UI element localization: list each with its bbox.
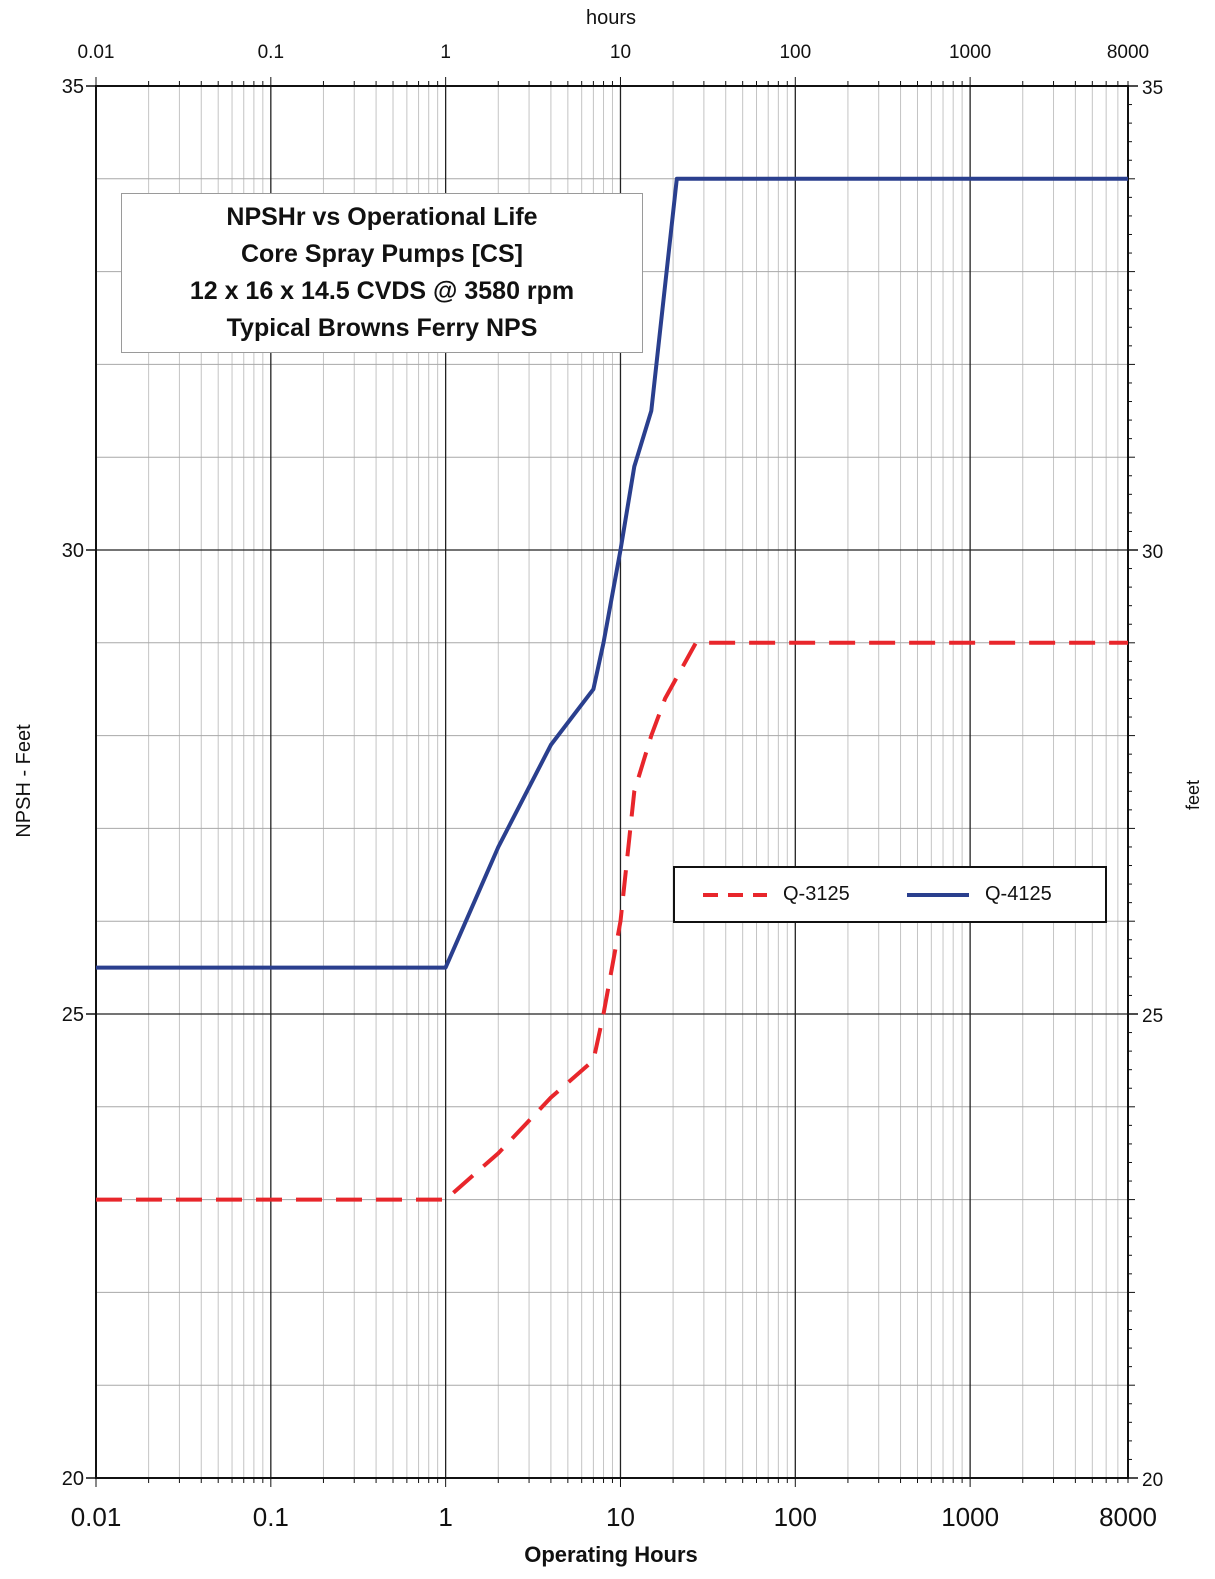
chart-title-line-4: Typical Browns Ferry NPS [226,314,538,342]
legend-entry-q4125: Q-4125 [907,868,1052,921]
x-tick-label-top: 10 [610,42,631,63]
chart-title-line-3: 12 x 16 x 14.5 CVDS @ 3580 rpm [189,277,575,305]
axis-ticks [86,77,1138,1487]
x-tick-label-bottom: 0.1 [253,1502,289,1532]
chart-title-line-1: NPSHr vs Operational Life [226,203,538,231]
x-axis-title-top: hours [586,7,636,29]
y-tick-label-left: 35 [62,76,84,98]
y-axis-title: NPSH - Feet [13,724,35,838]
x-tick-label-bottom: 1000 [941,1502,999,1532]
x-tick-label-bottom: 1 [438,1502,452,1532]
legend-label-q4125: Q-4125 [985,883,1052,905]
y-tick-label-left: 30 [62,540,84,562]
legend-swatch-q3125 [703,892,767,897]
x-axis-title: Operating Hours [524,1542,698,1567]
y-tick-label-right: 30 [1142,542,1163,563]
legend-entry-q3125: Q-3125 [703,868,850,921]
x-tick-label-top: 8000 [1107,42,1149,63]
y-tick-label-left: 25 [62,1004,84,1026]
series-layer [96,176,1128,1202]
y-tick-label-left: 20 [62,1468,84,1490]
chart-title-box: NPSHr vs Operational Life Core Spray Pum… [121,193,643,353]
tick-labels: 0.01 0.01 0.1 0.1 1 1 10 10 100 100 1000 1000 8000 80… [62,42,1163,1532]
legend-label-q3125: Q-3125 [783,883,850,905]
x-tick-label-bottom: 8000 [1099,1502,1157,1532]
legend-swatch-q4125 [907,892,969,897]
x-tick-label-top: 0.01 [78,42,115,63]
x-tick-label-top: 100 [779,42,811,63]
x-tick-label-top: 1 [440,42,451,63]
y-tick-label-right: 35 [1142,78,1163,99]
x-tick-label-bottom: 100 [774,1502,817,1532]
x-tick-label-top: 1000 [949,42,991,63]
series-line-q-3125 [96,640,1128,1202]
x-tick-label-top: 0.1 [258,42,284,63]
y-axis-title-right: feet [1183,780,1203,810]
y-tick-label-right: 20 [1142,1470,1163,1491]
x-tick-label-bottom: 0.01 [71,1502,122,1532]
series-line-q-4125 [96,176,1128,970]
chart-title-line-2: Core Spray Pumps [CS] [240,240,523,268]
x-tick-label-bottom: 10 [606,1502,635,1532]
y-tick-label-right: 25 [1142,1006,1163,1027]
legend: Q-3125 Q-4125 [673,866,1107,923]
